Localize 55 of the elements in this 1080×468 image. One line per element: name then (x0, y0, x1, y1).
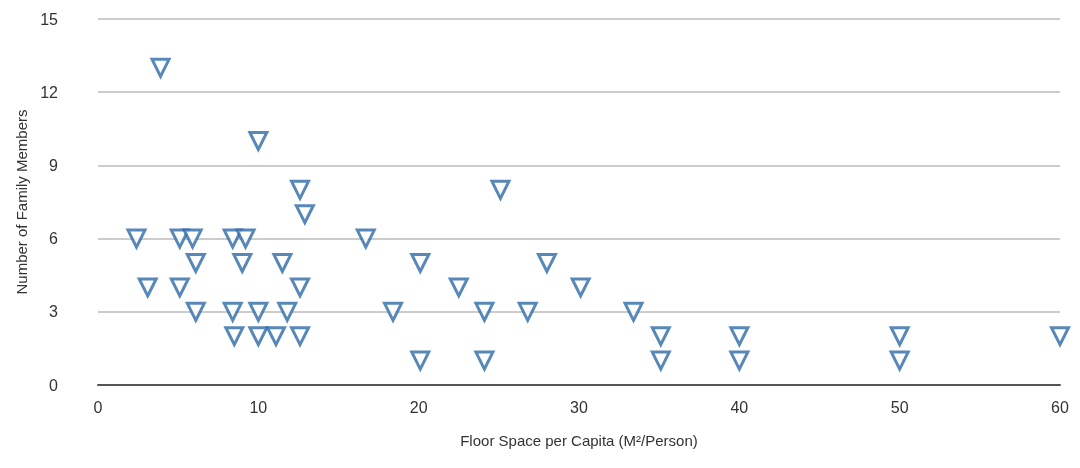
point (729, 350, 750, 371)
point (570, 277, 591, 298)
point (126, 228, 147, 249)
y-tick-label: 0 (49, 376, 59, 394)
y-tick-label: 15 (40, 10, 59, 28)
point (222, 301, 243, 322)
point (536, 253, 557, 273)
point (182, 228, 203, 249)
x-tick-label: 60 (1051, 398, 1069, 416)
point (650, 326, 671, 347)
point (889, 326, 910, 347)
point (474, 350, 495, 371)
point (729, 326, 750, 347)
point (474, 301, 495, 322)
y-tick-label: 9 (49, 156, 59, 174)
point (517, 301, 538, 322)
point (1050, 326, 1070, 347)
point (235, 228, 256, 249)
x-tick-label: 0 (93, 398, 103, 416)
point (224, 326, 245, 347)
point (294, 204, 315, 225)
point (248, 301, 269, 322)
y-tick-label: 3 (49, 303, 59, 321)
point (290, 326, 311, 347)
point (290, 179, 311, 200)
point (623, 301, 644, 322)
point (137, 277, 158, 298)
point (410, 253, 431, 273)
point (277, 301, 298, 322)
x-tick-label: 10 (249, 398, 268, 416)
point (650, 350, 671, 371)
point (490, 179, 511, 200)
x-tick-label: 20 (409, 398, 428, 416)
y-tick-label: 12 (40, 83, 59, 101)
y-axis-title: Number of Family Members (13, 109, 31, 295)
x-tick-label: 40 (730, 398, 749, 416)
point (272, 253, 293, 273)
point (448, 277, 469, 298)
point (150, 57, 171, 78)
point (185, 301, 206, 322)
point (185, 253, 206, 273)
point (355, 228, 376, 249)
point (265, 326, 286, 347)
point (248, 131, 269, 151)
point (383, 301, 404, 322)
x-axis-title: Floor Space per Capita (M²/Person) (460, 432, 698, 449)
point (290, 277, 311, 298)
point (232, 253, 253, 273)
point (889, 350, 910, 371)
y-tick-label: 6 (49, 230, 59, 248)
x-tick-label: 50 (890, 398, 909, 416)
point (169, 277, 190, 298)
point (410, 350, 431, 371)
point (248, 326, 269, 347)
x-tick-label: 30 (570, 398, 588, 416)
